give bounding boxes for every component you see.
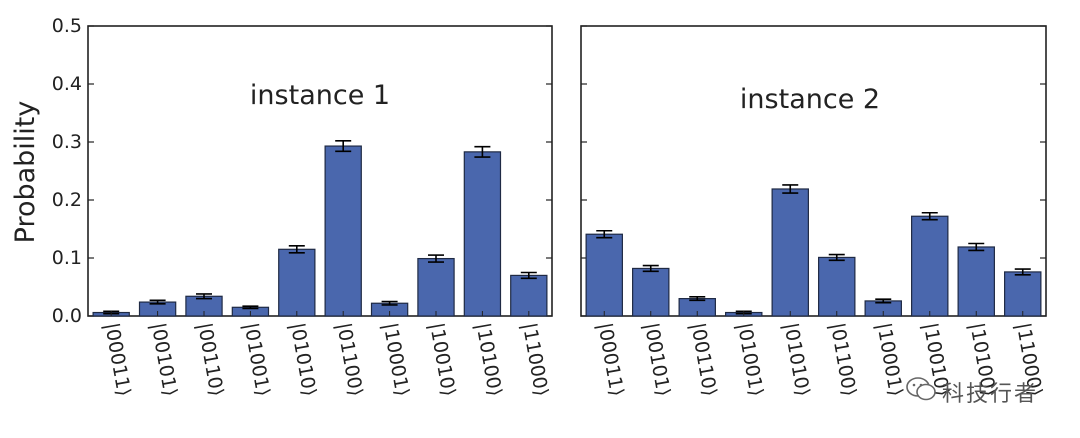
x-tick-label: |10001⟩ — [872, 321, 907, 398]
bar — [278, 248, 316, 317]
y-tick-label: 0.4 — [52, 73, 82, 95]
y-tick-label: 0.0 — [52, 305, 82, 327]
x-tick-label: |10001⟩ — [379, 321, 414, 398]
watermark-text: 科技行者 — [942, 382, 1039, 407]
bar — [957, 246, 995, 317]
x-tick-label: |00101⟩ — [640, 321, 675, 398]
x-tick-label: |11000⟩ — [518, 321, 553, 398]
panel-title: instance 1 — [250, 80, 390, 111]
x-tick-label: |01100⟩ — [332, 321, 367, 398]
bar — [771, 188, 809, 317]
bar — [324, 145, 362, 317]
x-tick-label: |01100⟩ — [826, 321, 861, 398]
x-tick-label: |01010⟩ — [779, 321, 814, 398]
y-axis-label: Probability — [10, 101, 41, 244]
bar — [911, 215, 949, 317]
bar — [818, 256, 856, 317]
y-tick-label: 0.1 — [52, 247, 82, 269]
bar — [417, 257, 455, 317]
bar — [585, 233, 623, 317]
plot-frame — [87, 25, 553, 317]
x-tick-label: |01010⟩ — [286, 321, 321, 398]
x-tick-label: |01001⟩ — [239, 321, 274, 398]
panel-title: instance 2 — [740, 84, 880, 115]
x-tick-label: |10100⟩ — [471, 321, 506, 398]
chart-panel-instance-1: 0.0 0.1 0.2 0.3 0.4 0.5 instance 1 |00011⟩ |0010… — [52, 15, 553, 398]
bar — [632, 267, 670, 317]
x-tick-label: |00110⟩ — [686, 321, 721, 398]
plot-frame — [580, 25, 1047, 317]
y-tick-label: 0.3 — [52, 131, 82, 153]
bar — [1004, 271, 1042, 317]
chart-panel-instance-2: instance 2 |00011⟩ |00101⟩ |00110⟩ |01001⟩ |0… — [580, 25, 1047, 398]
x-tick-label: |10010⟩ — [425, 321, 460, 398]
watermark: 科技行者 — [906, 372, 1046, 412]
x-tick-label: |01001⟩ — [733, 321, 768, 398]
x-tick-label: |00011⟩ — [100, 321, 135, 398]
y-tick-label: 0.5 — [52, 15, 82, 37]
bar — [510, 274, 548, 317]
y-tick-label: 0.2 — [52, 189, 82, 211]
bar — [463, 151, 502, 317]
x-tick-label: |00101⟩ — [147, 321, 182, 398]
x-tick-label: |00011⟩ — [593, 321, 628, 398]
wechat-icon — [906, 377, 936, 401]
x-tick-label: |00110⟩ — [193, 321, 228, 398]
